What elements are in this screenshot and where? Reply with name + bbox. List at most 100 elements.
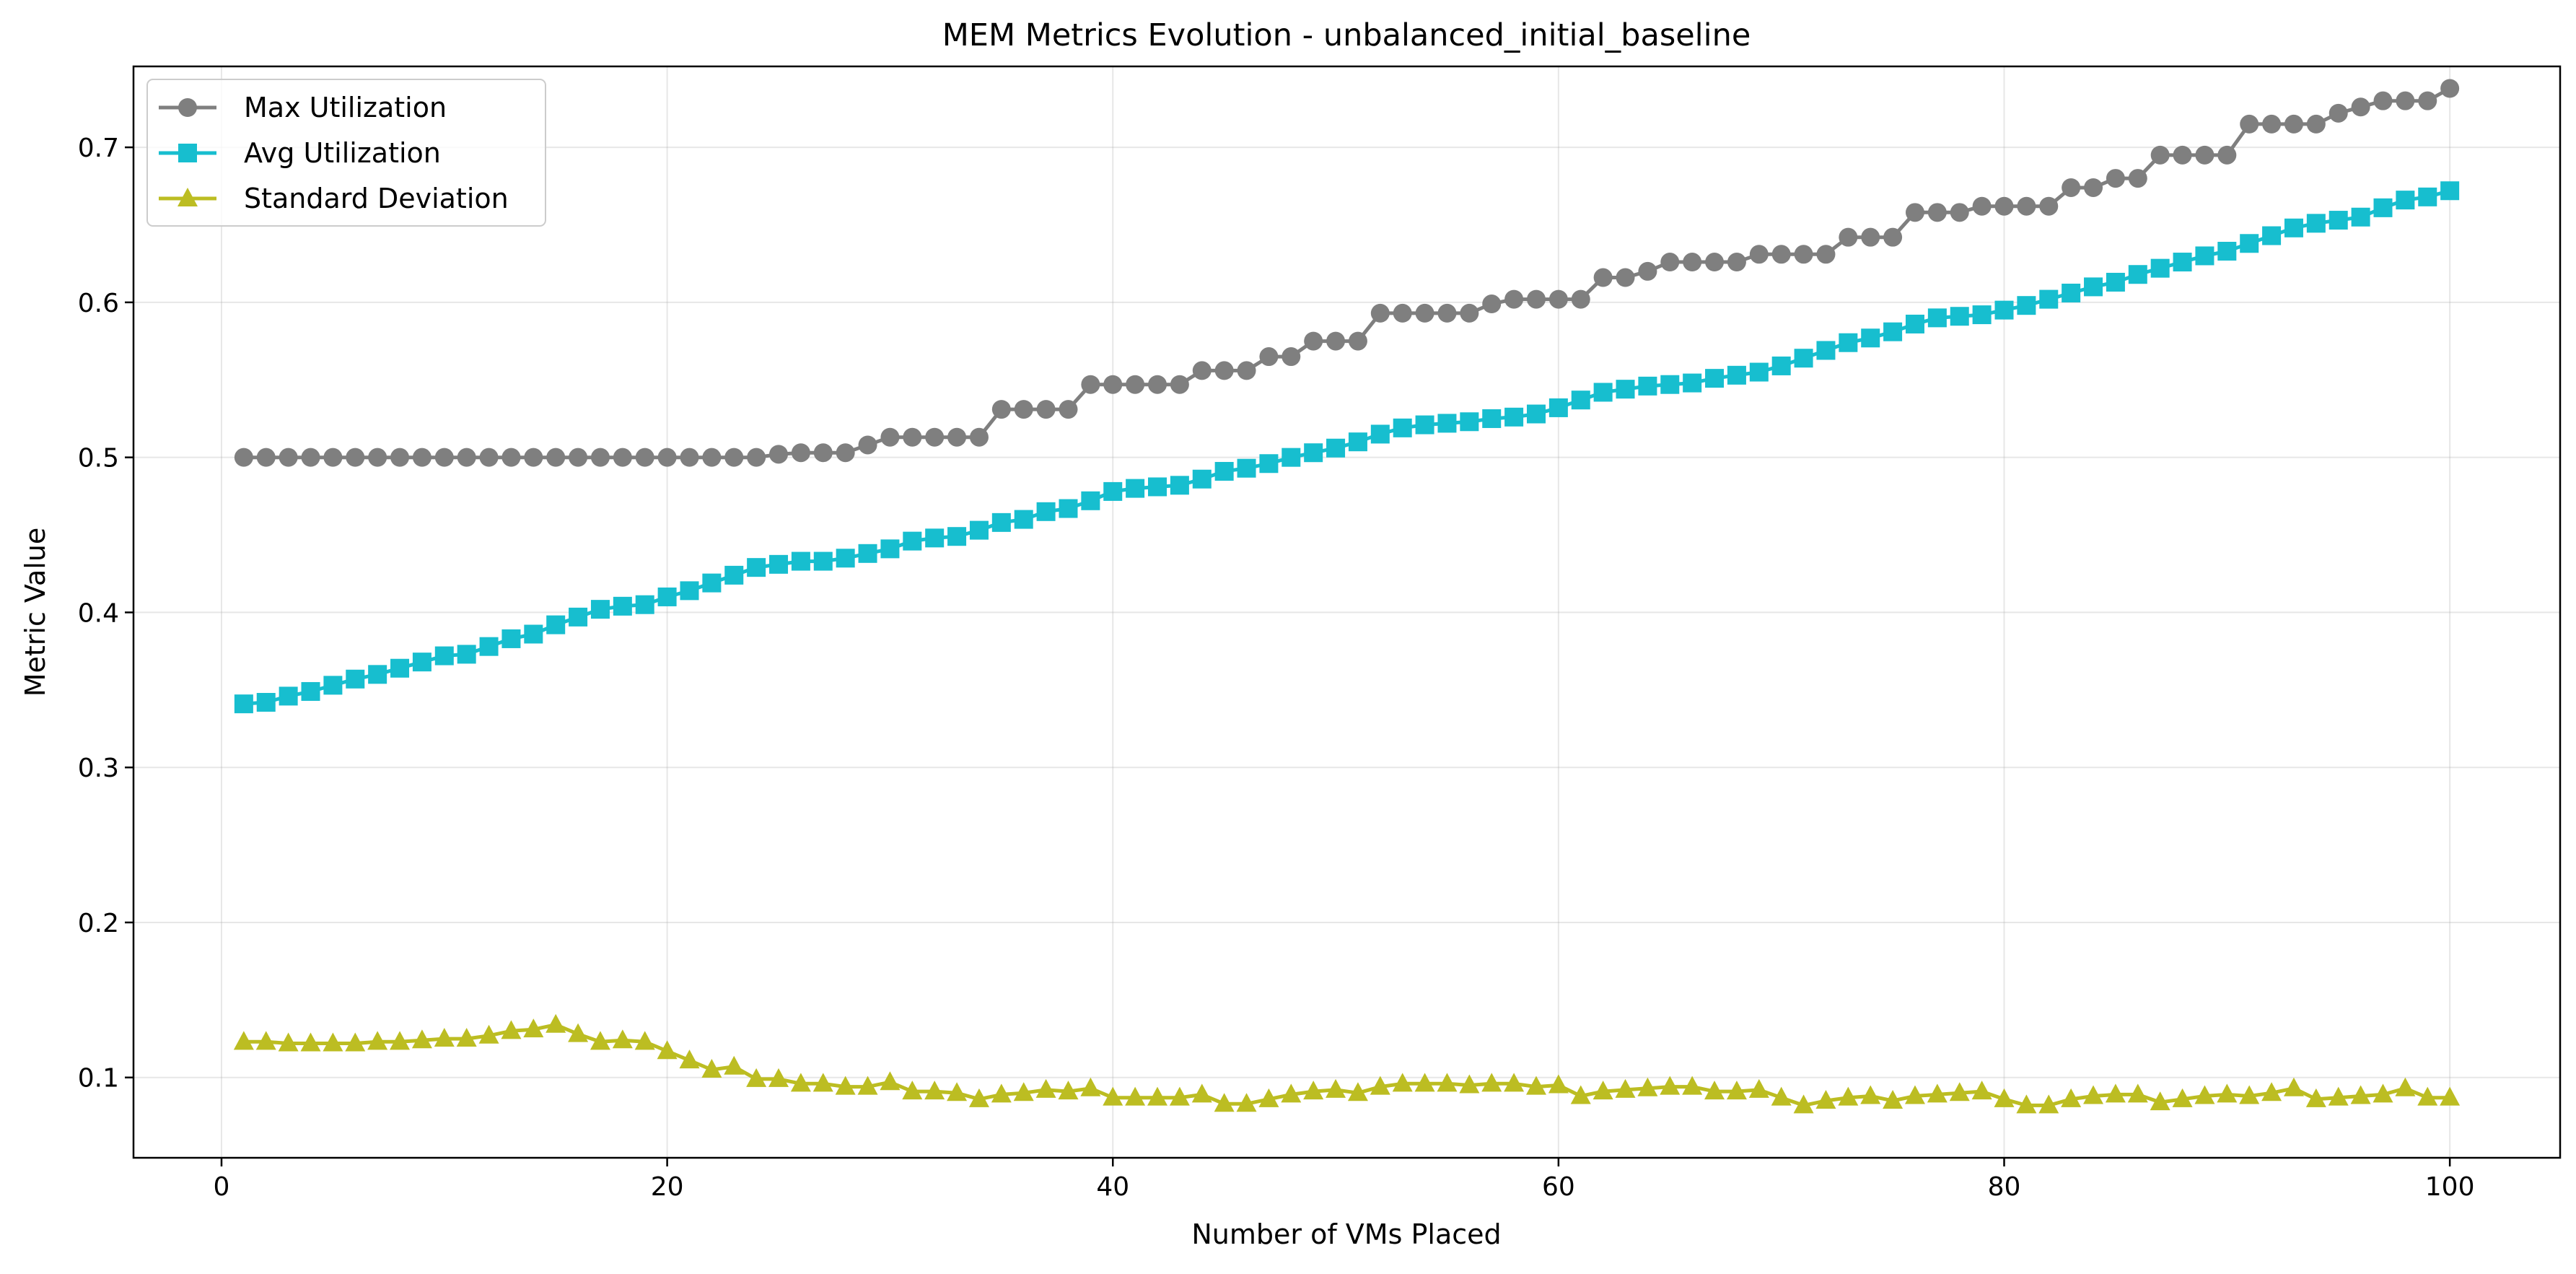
data-point: [1615, 1078, 1636, 1098]
data-point: [747, 558, 766, 577]
data-point: [2195, 145, 2214, 165]
data-point: [1482, 409, 1502, 428]
data-point: [2417, 1086, 2438, 1106]
data-point: [903, 427, 922, 447]
data-point: [2150, 1091, 2170, 1111]
data-point: [1259, 454, 1279, 474]
data-point: [546, 615, 566, 634]
data-point: [1526, 289, 1546, 309]
data-point: [769, 554, 789, 574]
data-point: [2217, 242, 2237, 261]
data-point: [411, 1029, 432, 1049]
data-point: [969, 427, 989, 447]
data-point: [1704, 1081, 1725, 1100]
data-point: [346, 669, 365, 689]
data-point: [2083, 1085, 2104, 1104]
data-point: [1236, 1093, 1257, 1112]
series-standard-deviation: [233, 1013, 2461, 1114]
data-point: [1014, 510, 1033, 529]
data-point: [880, 427, 900, 447]
data-point: [1504, 407, 1524, 427]
data-point: [612, 1029, 633, 1049]
data-point: [279, 686, 298, 706]
data-point: [2373, 1083, 2393, 1103]
data-point: [2017, 296, 2036, 315]
data-point: [1303, 1081, 1324, 1100]
data-point: [947, 1082, 968, 1101]
data-point: [1883, 1089, 1903, 1109]
data-point: [969, 520, 989, 540]
data-point: [1058, 1081, 1079, 1100]
data-point: [2284, 218, 2303, 237]
data-point: [1080, 1077, 1101, 1096]
data-point: [2440, 79, 2460, 98]
data-point: [346, 448, 365, 467]
data-point: [1304, 331, 1323, 351]
data-point: [1839, 227, 1858, 247]
data-point: [2262, 114, 2282, 134]
data-point: [2418, 187, 2437, 206]
y-tick-label: 0.4: [78, 598, 119, 628]
data-point: [1771, 245, 1791, 264]
data-point: [2350, 1085, 2371, 1104]
data-point: [1593, 1081, 1613, 1100]
data-point: [345, 1032, 366, 1052]
data-point: [2328, 1086, 2349, 1106]
data-point: [256, 692, 276, 712]
data-point: [1393, 418, 1412, 437]
data-point: [2418, 91, 2437, 110]
data-point: [1036, 400, 1056, 419]
data-point: [1571, 391, 1590, 410]
legend-marker: [178, 98, 197, 117]
data-point: [1103, 481, 1123, 501]
data-point: [479, 637, 499, 656]
data-point: [546, 1013, 566, 1033]
data-point: [1392, 1073, 1413, 1092]
data-point: [925, 528, 945, 548]
data-point: [1393, 303, 1412, 323]
data-point: [702, 573, 722, 593]
data-point: [1259, 347, 1279, 367]
data-point: [1994, 196, 2014, 216]
data-point: [2195, 246, 2214, 266]
data-point: [768, 1068, 789, 1087]
data-point: [234, 694, 253, 714]
legend: Max Utilization Avg Utilization Standard D…: [146, 79, 546, 227]
data-point: [1771, 356, 1791, 375]
data-point: [501, 629, 521, 648]
data-point: [1638, 376, 1657, 396]
data-point: [1616, 268, 1635, 287]
grid: [133, 66, 2560, 1158]
data-point: [2172, 1088, 2193, 1107]
y-tick-label: 0.7: [78, 134, 119, 163]
data-point: [1749, 245, 1769, 264]
data-point: [991, 512, 1011, 532]
data-point: [835, 1076, 856, 1095]
data-point: [880, 1071, 901, 1091]
data-point: [947, 427, 967, 447]
data-point: [1126, 479, 1145, 498]
data-point: [790, 1073, 811, 1092]
data-point: [1905, 314, 1924, 333]
data-point: [278, 1032, 299, 1052]
y-tick-label: 0.5: [78, 444, 119, 474]
data-point: [1727, 253, 1746, 272]
x-tick-label: 100: [2425, 1172, 2475, 1202]
data-point: [1460, 303, 1479, 323]
data-point: [1437, 414, 1457, 433]
data-point: [1838, 1086, 1859, 1106]
data-point: [1348, 432, 1367, 452]
data-point: [2062, 283, 2081, 302]
data-point: [2305, 1088, 2326, 1107]
data-point: [1950, 307, 1969, 326]
data-point: [2262, 226, 2282, 245]
data-point: [1014, 400, 1033, 419]
data-point: [434, 448, 454, 467]
series-max-utilization: [234, 79, 2460, 467]
data-point: [2127, 1083, 2148, 1103]
series-line: [243, 1023, 2450, 1107]
data-point: [1571, 289, 1590, 309]
data-point: [2284, 114, 2303, 134]
data-point: [724, 448, 744, 467]
data-point: [635, 448, 654, 467]
